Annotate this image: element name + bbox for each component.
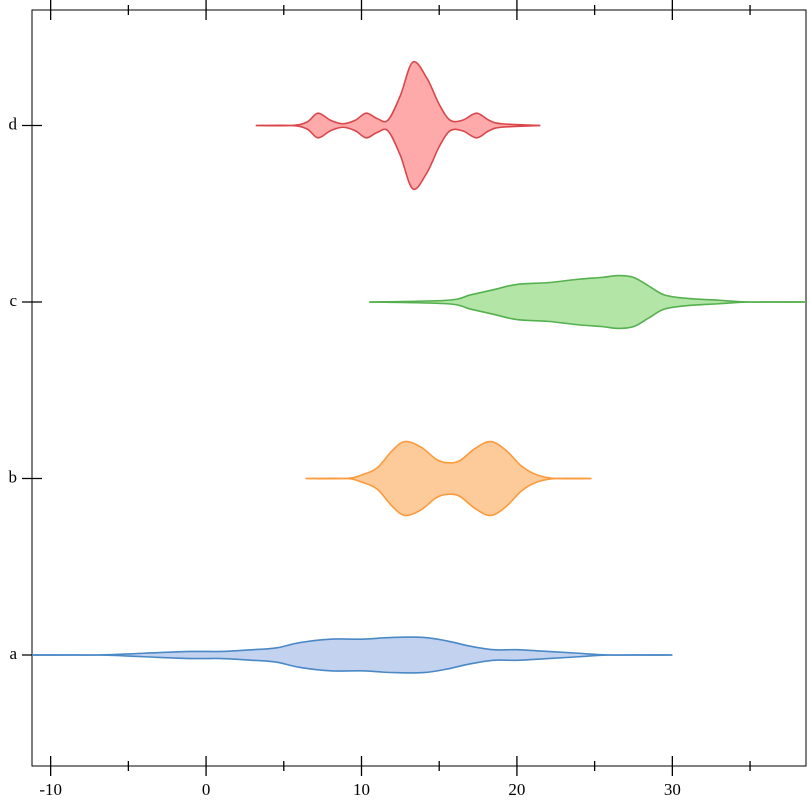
violin-body: [255, 61, 541, 190]
x-tick-label: 10: [353, 780, 370, 799]
violin-body: [369, 275, 806, 329]
violin-body: [32, 637, 673, 673]
plot-frame: [31, 9, 807, 767]
y-tick-label: a: [9, 644, 17, 663]
violin-upper-edge: [31, 636, 673, 656]
x-tick-label: 20: [508, 780, 525, 799]
y-tick-label: c: [9, 291, 17, 310]
violin-lower-edge: [305, 477, 592, 517]
x-tick-label: -10: [39, 780, 62, 799]
y-tick-label: d: [9, 114, 18, 133]
violin-upper-edge: [369, 274, 807, 303]
violin-upper-edge: [255, 60, 541, 127]
x-tick-label: 30: [664, 780, 681, 799]
x-tick-label: 0: [202, 780, 211, 799]
violin-body: [305, 441, 592, 516]
y-tick-label: b: [9, 467, 18, 486]
violin-upper-edge: [305, 440, 592, 480]
violin-lower-edge: [369, 301, 807, 330]
violin-lower-edge: [255, 124, 541, 191]
violin-lower-edge: [31, 654, 673, 674]
